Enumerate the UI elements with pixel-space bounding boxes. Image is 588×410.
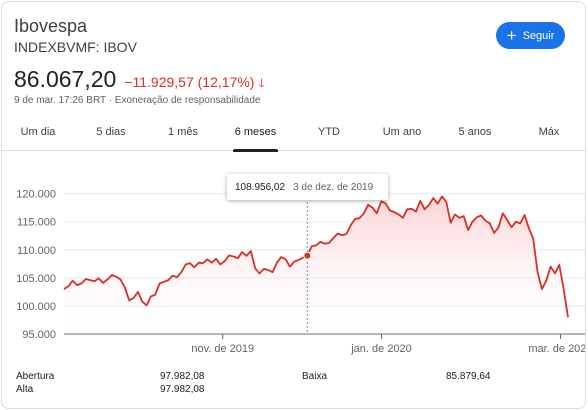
stat-value-high: 97.982,08 bbox=[160, 384, 205, 395]
plus-icon: + bbox=[506, 26, 517, 45]
x-tick-label: mar. de 2020 bbox=[528, 343, 586, 355]
tab-one-day[interactable]: Um dia bbox=[20, 126, 56, 138]
tab-one-year[interactable]: Um ano bbox=[382, 126, 422, 138]
stat-label-open: Abertura bbox=[16, 371, 55, 382]
y-tick-label: 105.000 bbox=[16, 273, 56, 285]
stat-value-low: 85.879,64 bbox=[446, 371, 491, 382]
tab-six-months[interactable]: 6 meses bbox=[233, 113, 278, 152]
follow-button-label: Seguir bbox=[522, 29, 555, 42]
y-tick-label: 115.000 bbox=[17, 217, 56, 229]
index-ticker: INDEXBVMF: IBOV bbox=[14, 39, 137, 55]
series-area bbox=[64, 196, 568, 334]
stat-value-open: 97.982,08 bbox=[160, 371, 205, 382]
stat-label-high: Alta bbox=[16, 384, 34, 395]
tab-ytd[interactable]: YTD bbox=[318, 126, 340, 138]
timestamp-disclaimer[interactable]: 9 de mar. 17:26 BRT · Exoneração de resp… bbox=[14, 95, 261, 106]
current-price: 86.067,20 bbox=[14, 66, 117, 92]
tab-five-years[interactable]: 5 anos bbox=[458, 126, 492, 138]
y-tick-label: 95.000 bbox=[22, 329, 56, 341]
series-line bbox=[63, 195, 569, 318]
price-chart[interactable]: 95.000 100.000 105.000 110.000 115.000 120.00… bbox=[2, 152, 586, 367]
arrow-down-icon: 🡓 bbox=[258, 76, 265, 90]
follow-button[interactable]: + Seguir bbox=[496, 22, 565, 49]
index-title: Ibovespa bbox=[14, 16, 88, 36]
tab-five-days[interactable]: 5 dias bbox=[96, 126, 126, 138]
tooltip-date: 3 de dez. de 2019 bbox=[293, 181, 374, 193]
range-tabs: Um dia 5 dias 1 mês 6 meses YTD Um ano 5… bbox=[2, 113, 585, 152]
x-tick-label: nov. de 2019 bbox=[191, 343, 254, 355]
y-tick-label: 100.000 bbox=[16, 301, 56, 313]
y-tick-label: 110.000 bbox=[17, 245, 56, 257]
tab-one-month[interactable]: 1 mês bbox=[168, 126, 198, 138]
y-tick-label: 120.000 bbox=[16, 189, 56, 201]
price-row: 86.067,20 −11.929,57 (12,17%) 🡓 bbox=[14, 66, 265, 95]
price-change: −11.929,57 (12,17%) bbox=[124, 74, 255, 90]
tooltip-value: 108.956,02 bbox=[235, 181, 286, 193]
chart-tooltip: 108.956,02 3 de dez. de 2019 bbox=[227, 174, 388, 200]
x-tick-label: jan. de 2020 bbox=[350, 343, 412, 355]
stat-label-low: Baixa bbox=[302, 371, 328, 382]
tab-max[interactable]: Máx bbox=[538, 126, 560, 138]
hover-point bbox=[303, 251, 312, 260]
